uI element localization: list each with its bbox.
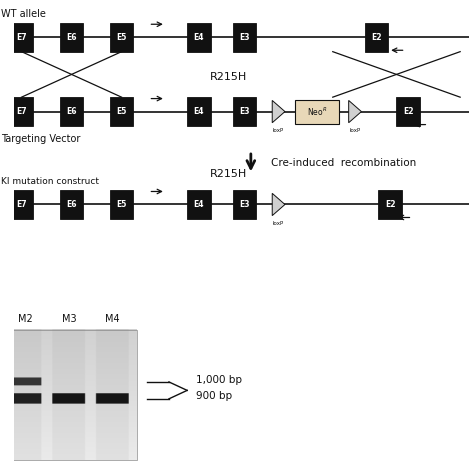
FancyBboxPatch shape [60,190,83,219]
FancyBboxPatch shape [60,23,83,52]
Polygon shape [272,100,285,123]
FancyBboxPatch shape [365,23,388,52]
FancyBboxPatch shape [396,97,420,126]
FancyBboxPatch shape [9,23,33,52]
Text: R215H: R215H [210,72,246,82]
Polygon shape [349,100,361,123]
FancyBboxPatch shape [110,97,134,126]
Text: E5: E5 [117,33,127,42]
Polygon shape [272,193,285,216]
FancyBboxPatch shape [110,190,134,219]
FancyBboxPatch shape [295,100,338,124]
FancyBboxPatch shape [233,97,256,126]
FancyBboxPatch shape [110,23,134,52]
FancyBboxPatch shape [9,190,33,219]
Text: E4: E4 [194,200,204,209]
Text: E7: E7 [16,200,27,209]
Text: E2: E2 [385,200,395,209]
Text: Neo$^R$: Neo$^R$ [307,105,327,118]
Text: Cre-induced  recombination: Cre-induced recombination [271,158,417,168]
Text: loxP: loxP [273,221,284,226]
Text: E7: E7 [16,33,27,42]
FancyBboxPatch shape [233,190,256,219]
Text: E3: E3 [239,33,250,42]
Text: R215H: R215H [210,169,246,179]
Text: M3: M3 [62,314,76,324]
FancyBboxPatch shape [187,23,211,52]
FancyBboxPatch shape [187,190,211,219]
Text: loxP: loxP [349,128,361,133]
Text: E5: E5 [117,107,127,116]
Text: KI mutation construct: KI mutation construct [0,177,99,186]
Text: E7: E7 [16,107,27,116]
Text: E6: E6 [66,200,77,209]
FancyBboxPatch shape [233,23,256,52]
Text: E6: E6 [66,107,77,116]
FancyBboxPatch shape [9,97,33,126]
Text: 1,000 bp: 1,000 bp [196,374,242,384]
FancyBboxPatch shape [60,97,83,126]
Text: 900 bp: 900 bp [196,391,232,401]
Text: M2: M2 [18,314,33,324]
Text: M4: M4 [105,314,120,324]
Text: E3: E3 [239,107,250,116]
Text: E3: E3 [239,200,250,209]
Text: E5: E5 [117,200,127,209]
Text: E4: E4 [194,33,204,42]
Text: E4: E4 [194,107,204,116]
Text: E2: E2 [403,107,413,116]
Text: E6: E6 [66,33,77,42]
FancyBboxPatch shape [187,97,211,126]
Text: Targeting Vector: Targeting Vector [0,135,80,145]
FancyBboxPatch shape [378,190,402,219]
Text: E2: E2 [371,33,382,42]
Text: WT allele: WT allele [0,9,46,19]
Text: loxP: loxP [273,128,284,133]
